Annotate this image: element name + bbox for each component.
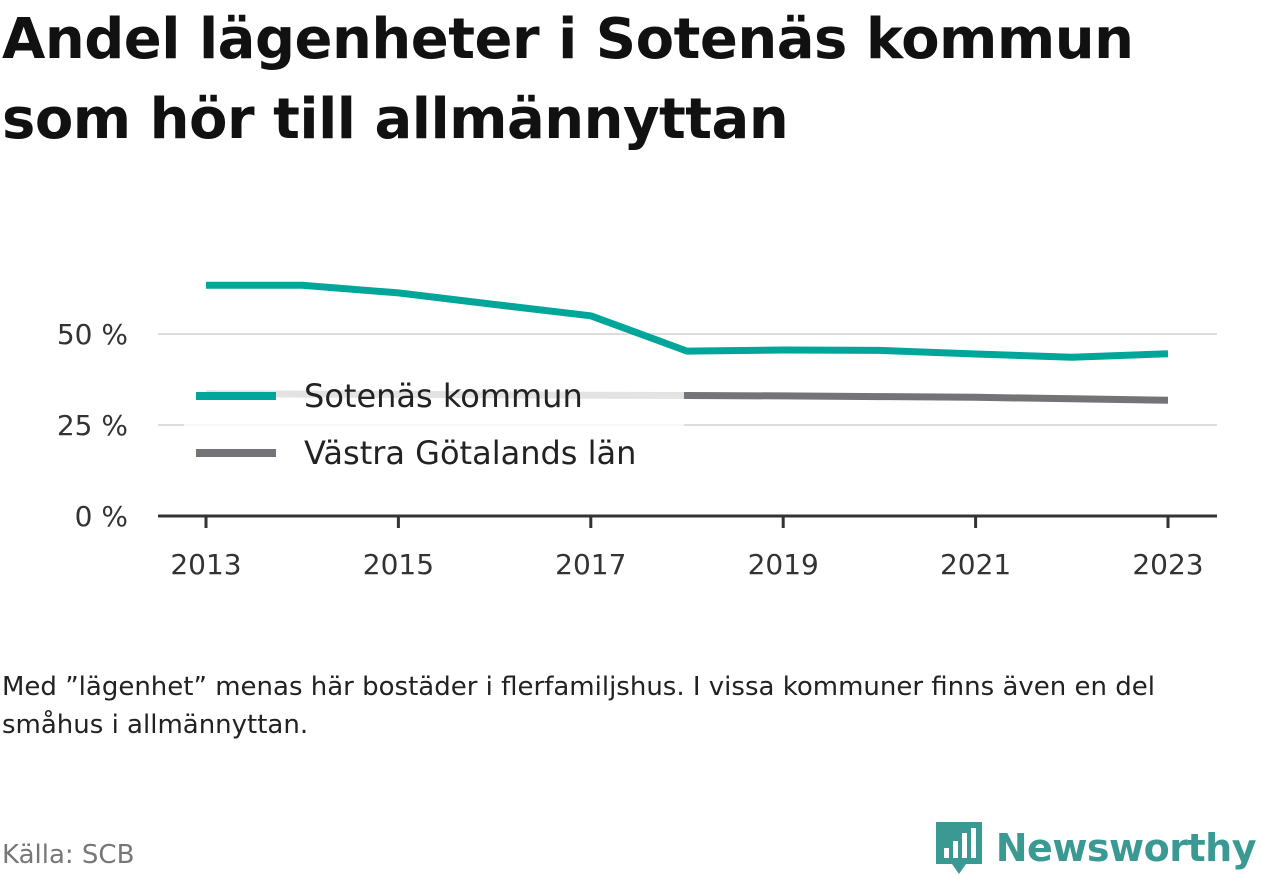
legend-background <box>184 370 684 482</box>
chart-note: Med ”lägenhet” menas här bostäder i fler… <box>2 672 1155 740</box>
chart-title: Andel lägenheter i Sotenäs kommun som hö… <box>2 7 1134 152</box>
brand-logo[interactable]: Newsworthy <box>934 818 1257 878</box>
y-tick-label: 25 % <box>57 409 128 442</box>
newsworthy-logo-icon <box>935 822 982 874</box>
y-tick-label: 50 % <box>57 318 128 351</box>
source-label: Källa: SCB <box>2 840 135 870</box>
x-tick-label: 2013 <box>170 548 241 581</box>
x-tick-label: 2019 <box>748 548 819 581</box>
series-line-1 <box>206 281 1169 361</box>
x-tick-label: 2023 <box>1132 548 1203 581</box>
brand-name: Newsworthy <box>995 826 1257 870</box>
y-tick-label: 0 % <box>75 500 128 533</box>
x-axis: 2013 2015 2017 2019 2021 2023 <box>158 514 1217 581</box>
legend-label: Sotenäs kommun <box>304 377 583 415</box>
x-tick-label: 2021 <box>940 548 1011 581</box>
y-axis-ticks: 0 % 25 % 50 % <box>57 318 128 533</box>
legend-label: Västra Götalands län <box>304 434 636 472</box>
x-tick-label: 2017 <box>555 548 626 581</box>
x-tick-label: 2015 <box>363 548 434 581</box>
legend: Sotenäs kommun Västra Götalands län <box>184 370 684 482</box>
line-chart: 0 % 25 % 50 % 2013 2015 2017 2019 2021 2023 Sot… <box>57 281 1217 581</box>
